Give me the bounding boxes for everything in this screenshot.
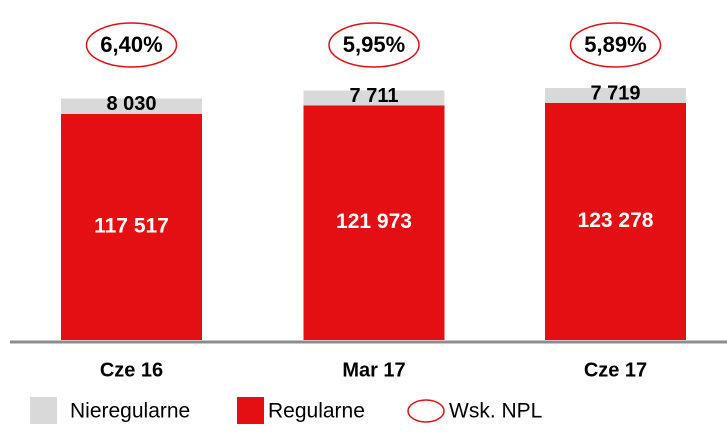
x-tick-label: Cze 17 [584,359,647,381]
bar-segment [61,98,202,114]
value-label: 7 711 [350,85,399,107]
bar-segment [303,90,445,106]
x-tick-label: Cze 16 [100,359,163,381]
legend-swatch [407,399,445,423]
value-label: 121 973 [336,210,412,233]
bar-segment [545,88,686,103]
bar-segment [545,102,686,340]
npl-marker [85,22,178,68]
legend-swatch [30,397,57,424]
value-label: 123 278 [578,209,654,232]
bar-segment [303,105,445,340]
value-label: 8 030 [106,93,156,115]
bar-segment [61,113,202,341]
legend-label: Regularne [268,400,365,423]
npl-label: 5,89% [584,32,646,57]
npl-marker [328,22,420,68]
legend-label: Nieregularne [70,400,190,423]
npl-marker [569,22,662,68]
value-label: 117 517 [94,215,169,238]
npl-label: 6,40% [100,32,162,57]
legend-label: Wsk. NPL [449,400,542,423]
x-tick-label: Mar 17 [342,359,405,381]
legend-swatch [237,397,264,424]
npl-label: 5,95% [343,32,405,57]
value-label: 7 719 [590,82,640,104]
